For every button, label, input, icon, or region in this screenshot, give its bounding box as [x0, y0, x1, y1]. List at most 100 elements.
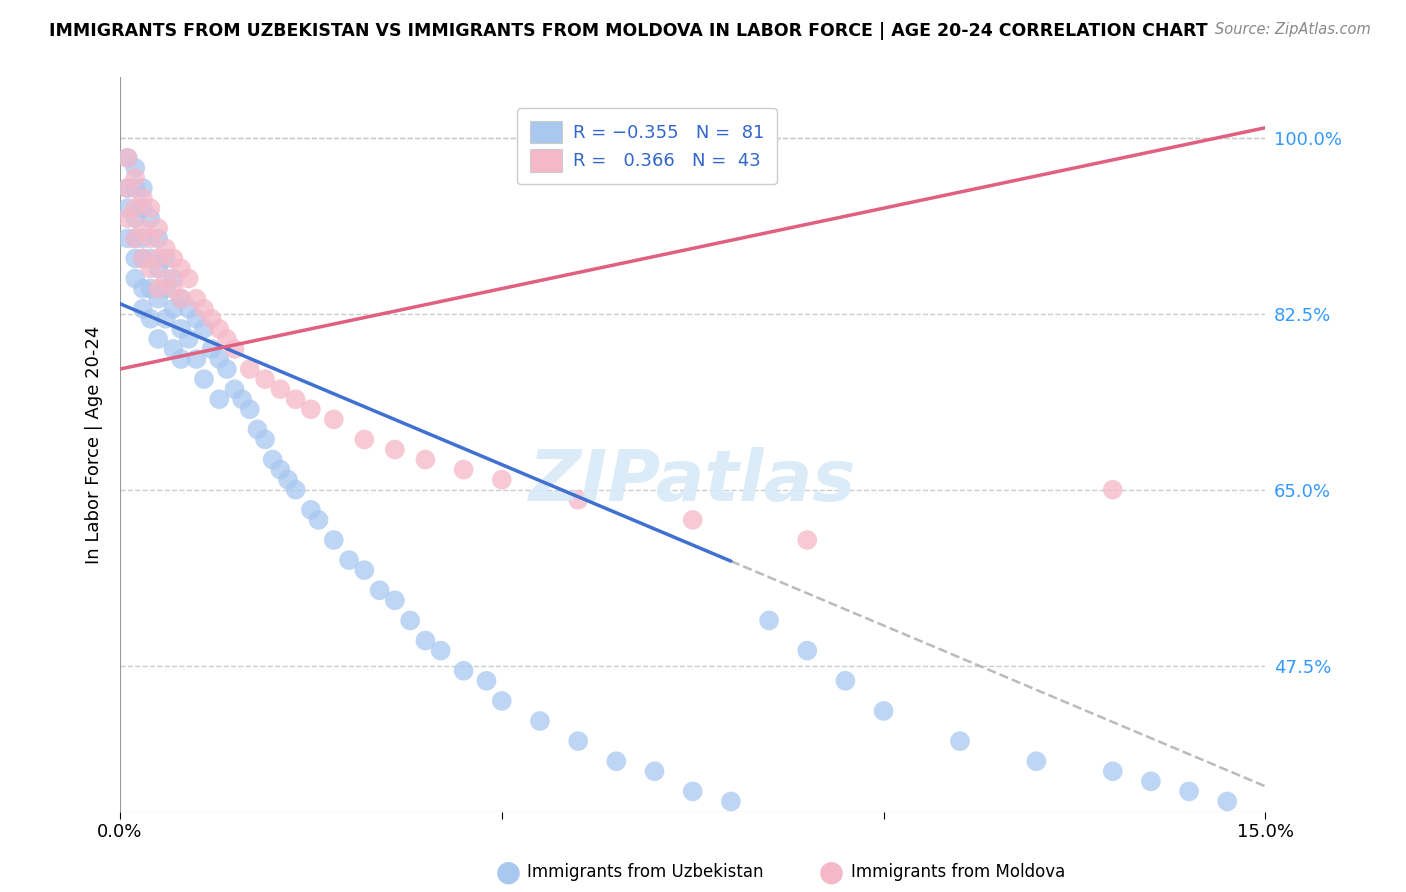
- Point: [644, 764, 666, 779]
- Point: [124, 231, 146, 245]
- Point: [139, 311, 162, 326]
- Point: [308, 513, 330, 527]
- Point: [177, 271, 200, 285]
- Point: [146, 332, 169, 346]
- Point: [132, 231, 155, 245]
- Point: [124, 252, 146, 266]
- Point: [353, 563, 375, 577]
- Point: [146, 282, 169, 296]
- Point: [872, 704, 894, 718]
- Legend: R = −0.355   N =  81, R =   0.366   N =  43: R = −0.355 N = 81, R = 0.366 N = 43: [517, 109, 778, 184]
- Point: [682, 513, 704, 527]
- Point: [215, 362, 238, 376]
- Point: [491, 694, 513, 708]
- Point: [177, 332, 200, 346]
- Point: [368, 583, 391, 598]
- Point: [605, 754, 627, 768]
- Point: [124, 171, 146, 186]
- Text: ZIPatlas: ZIPatlas: [529, 447, 856, 516]
- Point: [1140, 774, 1163, 789]
- Point: [834, 673, 856, 688]
- Text: Immigrants from Uzbekistan: Immigrants from Uzbekistan: [527, 863, 763, 881]
- Point: [155, 241, 177, 255]
- Point: [124, 211, 146, 226]
- Point: [277, 473, 299, 487]
- Point: [208, 322, 231, 336]
- Point: [139, 282, 162, 296]
- Point: [1178, 784, 1201, 798]
- Point: [117, 211, 139, 226]
- Point: [139, 261, 162, 276]
- Point: [193, 322, 215, 336]
- Point: [186, 351, 208, 366]
- Point: [284, 392, 307, 407]
- Point: [567, 492, 589, 507]
- Point: [475, 673, 498, 688]
- Point: [201, 311, 224, 326]
- Point: [162, 252, 184, 266]
- Point: [720, 794, 742, 808]
- Point: [170, 292, 193, 306]
- Point: [269, 462, 291, 476]
- Point: [429, 643, 451, 657]
- Point: [132, 301, 155, 316]
- Point: [146, 261, 169, 276]
- Point: [124, 181, 146, 195]
- Point: [239, 362, 262, 376]
- Point: [170, 261, 193, 276]
- Point: [146, 252, 169, 266]
- Point: [186, 292, 208, 306]
- Point: [117, 201, 139, 215]
- Point: [453, 462, 475, 476]
- Point: [1216, 794, 1239, 808]
- Point: [124, 231, 146, 245]
- Point: [170, 292, 193, 306]
- Point: [453, 664, 475, 678]
- Point: [124, 201, 146, 215]
- Point: [146, 231, 169, 245]
- Point: [949, 734, 972, 748]
- Point: [1025, 754, 1047, 768]
- Point: [284, 483, 307, 497]
- Point: [162, 271, 184, 285]
- Point: [170, 351, 193, 366]
- Point: [155, 252, 177, 266]
- Point: [146, 221, 169, 235]
- Point: [201, 342, 224, 356]
- Point: [796, 533, 818, 547]
- Point: [337, 553, 360, 567]
- Point: [132, 201, 155, 215]
- Point: [132, 191, 155, 205]
- Point: [224, 382, 246, 396]
- Point: [239, 402, 262, 417]
- Point: [132, 181, 155, 195]
- Text: IMMIGRANTS FROM UZBEKISTAN VS IMMIGRANTS FROM MOLDOVA IN LABOR FORCE | AGE 20-24: IMMIGRANTS FROM UZBEKISTAN VS IMMIGRANTS…: [49, 22, 1208, 40]
- Point: [299, 402, 322, 417]
- Y-axis label: In Labor Force | Age 20-24: In Labor Force | Age 20-24: [86, 326, 103, 564]
- Point: [117, 151, 139, 165]
- Point: [193, 372, 215, 386]
- Point: [155, 282, 177, 296]
- Point: [415, 452, 437, 467]
- Point: [254, 433, 277, 447]
- Point: [132, 221, 155, 235]
- Point: [139, 201, 162, 215]
- Point: [384, 442, 406, 457]
- Text: ⬤: ⬤: [818, 861, 844, 884]
- Point: [353, 433, 375, 447]
- Point: [139, 211, 162, 226]
- Text: Immigrants from Moldova: Immigrants from Moldova: [851, 863, 1064, 881]
- Point: [139, 252, 162, 266]
- Point: [162, 282, 184, 296]
- Point: [117, 151, 139, 165]
- Point: [384, 593, 406, 607]
- Point: [186, 311, 208, 326]
- Point: [155, 311, 177, 326]
- Point: [162, 342, 184, 356]
- Point: [117, 231, 139, 245]
- Point: [124, 161, 146, 175]
- Point: [132, 252, 155, 266]
- Point: [132, 252, 155, 266]
- Point: [162, 301, 184, 316]
- Point: [254, 372, 277, 386]
